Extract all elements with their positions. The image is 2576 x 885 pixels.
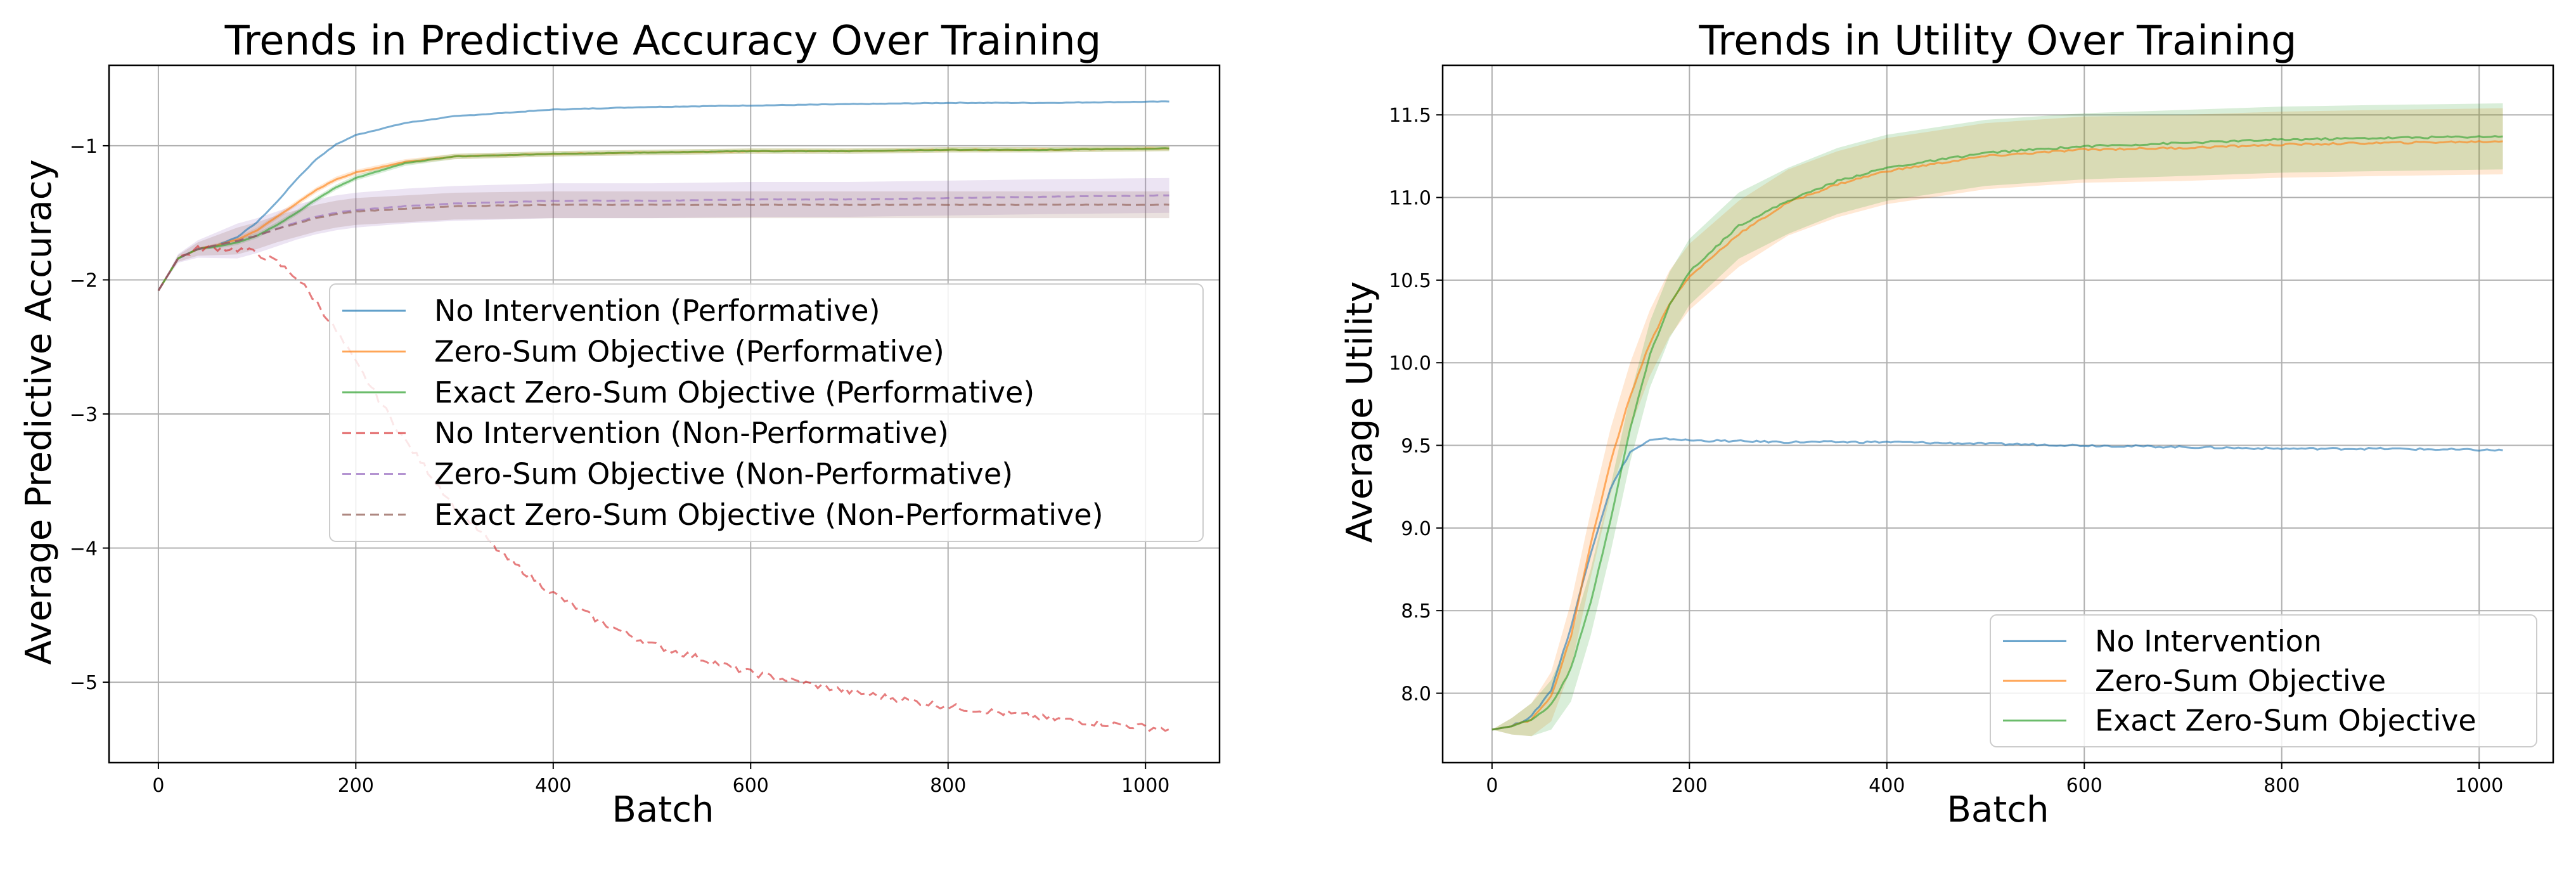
utility-chart-ylabel: Average Utility — [1339, 281, 1381, 543]
legend-label: Zero-Sum Objective — [2095, 664, 2386, 698]
x-tick-label: 400 — [1869, 775, 1905, 797]
accuracy-chart: Trends in Predictive Accuracy Over Train… — [18, 18, 1221, 830]
utility-chart-xlabel: Batch — [1947, 789, 2049, 830]
x-tick-label: 1000 — [2455, 775, 2503, 797]
y-tick-label: 8.0 — [1401, 683, 1431, 706]
x-tick-label: 600 — [733, 775, 769, 797]
plot-frame — [1441, 64, 2554, 764]
y-tick-label: −4 — [70, 538, 98, 560]
legend-box — [329, 283, 1204, 542]
accuracy-chart-title: Trends in Predictive Accuracy Over Train… — [224, 18, 1102, 65]
y-tick-label: −5 — [70, 672, 98, 694]
legend-label: Zero-Sum Objective (Performative) — [434, 335, 944, 369]
x-tick-label: 400 — [535, 775, 571, 797]
series-line — [1491, 135, 2503, 731]
x-tick-label: 200 — [338, 775, 374, 797]
x-tick-label: 800 — [930, 775, 966, 797]
accuracy-chart-xlabel: Batch — [612, 789, 714, 830]
y-tick-label: 11.0 — [1389, 188, 1431, 210]
y-tick-label: 8.5 — [1401, 600, 1431, 623]
y-tick-label: −2 — [70, 269, 98, 292]
x-tick-label: 0 — [1486, 775, 1498, 797]
series-line — [157, 147, 1169, 292]
series-line — [157, 194, 1169, 292]
y-tick-label: 9.0 — [1401, 518, 1431, 540]
x-tick-label: 800 — [2264, 775, 2300, 797]
y-tick-label: 10.0 — [1389, 352, 1431, 375]
y-tick-label: 9.5 — [1401, 436, 1431, 458]
legend-box — [1990, 614, 2537, 747]
legend-label: Zero-Sum Objective (Non-Performative) — [434, 457, 1013, 491]
x-tick-label: 1000 — [1121, 775, 1169, 797]
y-tick-label: −3 — [70, 404, 98, 426]
accuracy-chart-ylabel: Average Predictive Accuracy — [18, 159, 60, 664]
x-tick-label: 200 — [1671, 775, 1708, 797]
legend-label: Exact Zero-Sum Objective (Non-Performati… — [434, 498, 1104, 532]
series-line — [157, 100, 1169, 292]
legend-label: No Intervention (Performative) — [434, 294, 880, 328]
utility-chart-title: Trends in Utility Over Training — [1699, 18, 2297, 65]
confidence-band — [1491, 108, 2503, 737]
y-tick-label: −1 — [70, 136, 98, 158]
utility-chart: Trends in Utility Over Training 0 200 400 6… — [1339, 18, 2554, 830]
series-line — [157, 203, 1169, 292]
x-tick-label: 600 — [2066, 775, 2103, 797]
series-line — [1491, 437, 2503, 731]
confidence-band — [158, 191, 1169, 291]
legend-label: Exact Zero-Sum Objective — [2095, 704, 2476, 738]
legend-label: No Intervention (Non-Performative) — [434, 416, 949, 450]
series-line — [1491, 139, 2503, 731]
confidence-band — [158, 178, 1169, 291]
legend-label: Exact Zero-Sum Objective (Performative) — [434, 375, 1034, 410]
legend-label: No Intervention — [2095, 624, 2322, 658]
y-tick-label: 11.5 — [1389, 105, 1431, 127]
confidence-band — [1491, 103, 2503, 737]
x-tick-label: 0 — [152, 775, 164, 797]
series-line — [157, 244, 1170, 732]
y-tick-label: 10.5 — [1389, 270, 1431, 292]
